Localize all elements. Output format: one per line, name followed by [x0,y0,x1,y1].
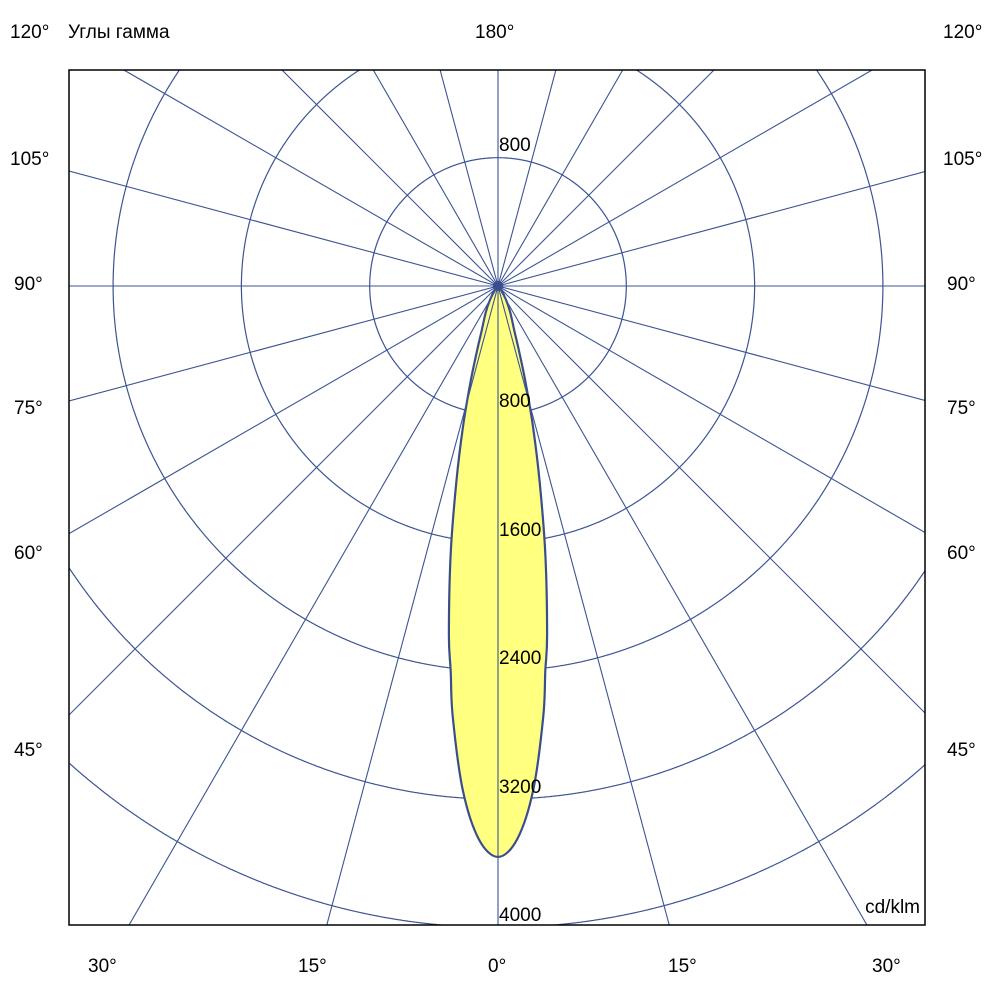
angle-label-bottom-15-right: 15° [668,956,697,977]
angle-label-right-105: 105° [943,149,982,170]
grid-spoke-30 [128,70,624,925]
angle-label-right-90: 90° [947,274,976,295]
angle-label-right-45: 45° [947,740,976,761]
grid-spoke-150 [372,70,868,925]
grid-ring-4000 [69,763,925,925]
unit-label: cd/klm [865,897,920,918]
grid-spoke-15 [326,70,557,925]
angle-label-bottom-30-left: 30° [88,956,117,977]
center-point [493,281,503,291]
angle-label-right-75: 75° [947,398,976,419]
angle-label-left-75: 75° [14,398,43,419]
corner-angle-label-left: 120° [10,22,49,43]
radial-label-4000: 4000 [499,905,541,926]
polar-grid-overlay [69,70,925,925]
chart-title: Углы гамма [68,22,170,43]
plot-frame [68,69,926,926]
angle-label-right-60: 60° [947,543,976,564]
angle-label-bottom-30-right: 30° [872,956,901,977]
grid-ring-2400 [112,70,884,672]
grid-spoke-120 [123,70,925,534]
radial-label-top-800: 800 [499,135,531,156]
radial-label-3200: 3200 [499,777,541,798]
angle-label-left-105: 105° [10,149,49,170]
radial-label-2400: 2400 [499,648,541,669]
angle-label-left-90: 90° [14,274,43,295]
radial-label-800: 800 [499,391,531,412]
grid-spoke-60 [69,70,873,535]
angle-label-left-60: 60° [14,543,43,564]
grid-spoke-165 [439,70,670,925]
grid-spoke-45 [69,70,715,716]
grid-ring-1600 [240,70,756,544]
angle-label-bottom-15-left: 15° [298,956,327,977]
corner-angle-label-right: 120° [943,22,982,43]
grid-spoke-135 [281,70,925,714]
radial-label-1600: 1600 [499,520,541,541]
angle-label-bottom-0: 0° [488,956,506,977]
top-angle-label: 180° [475,22,514,43]
angle-label-left-45: 45° [14,740,43,761]
